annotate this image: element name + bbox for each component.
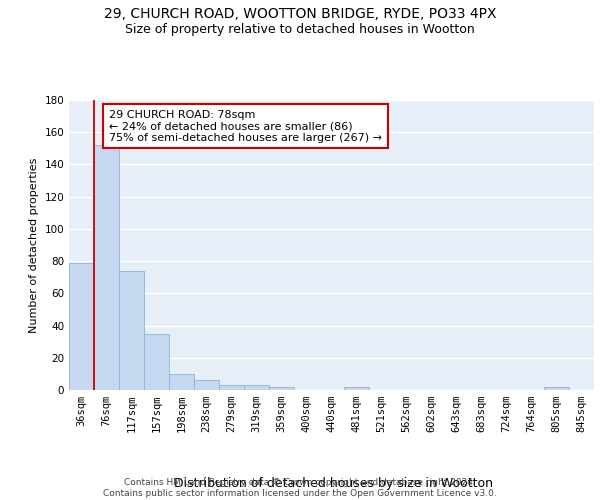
Y-axis label: Number of detached properties: Number of detached properties [29,158,39,332]
Bar [69,262,94,390]
Bar [219,385,244,390]
Bar [119,271,144,390]
Bar [244,385,269,390]
Bar [344,387,369,390]
Bar [194,380,219,390]
Bar [544,387,569,390]
Bar [169,374,194,390]
Bar [94,145,119,390]
Text: Size of property relative to detached houses in Wootton: Size of property relative to detached ho… [125,22,475,36]
Text: 29, CHURCH ROAD, WOOTTON BRIDGE, RYDE, PO33 4PX: 29, CHURCH ROAD, WOOTTON BRIDGE, RYDE, P… [104,8,496,22]
Bar [144,334,169,390]
Bar [269,387,294,390]
Text: Distribution of detached houses by size in Wootton: Distribution of detached houses by size … [173,477,493,490]
Text: 29 CHURCH ROAD: 78sqm
← 24% of detached houses are smaller (86)
75% of semi-deta: 29 CHURCH ROAD: 78sqm ← 24% of detached … [109,110,382,143]
Text: Contains HM Land Registry data © Crown copyright and database right 2024.
Contai: Contains HM Land Registry data © Crown c… [103,478,497,498]
